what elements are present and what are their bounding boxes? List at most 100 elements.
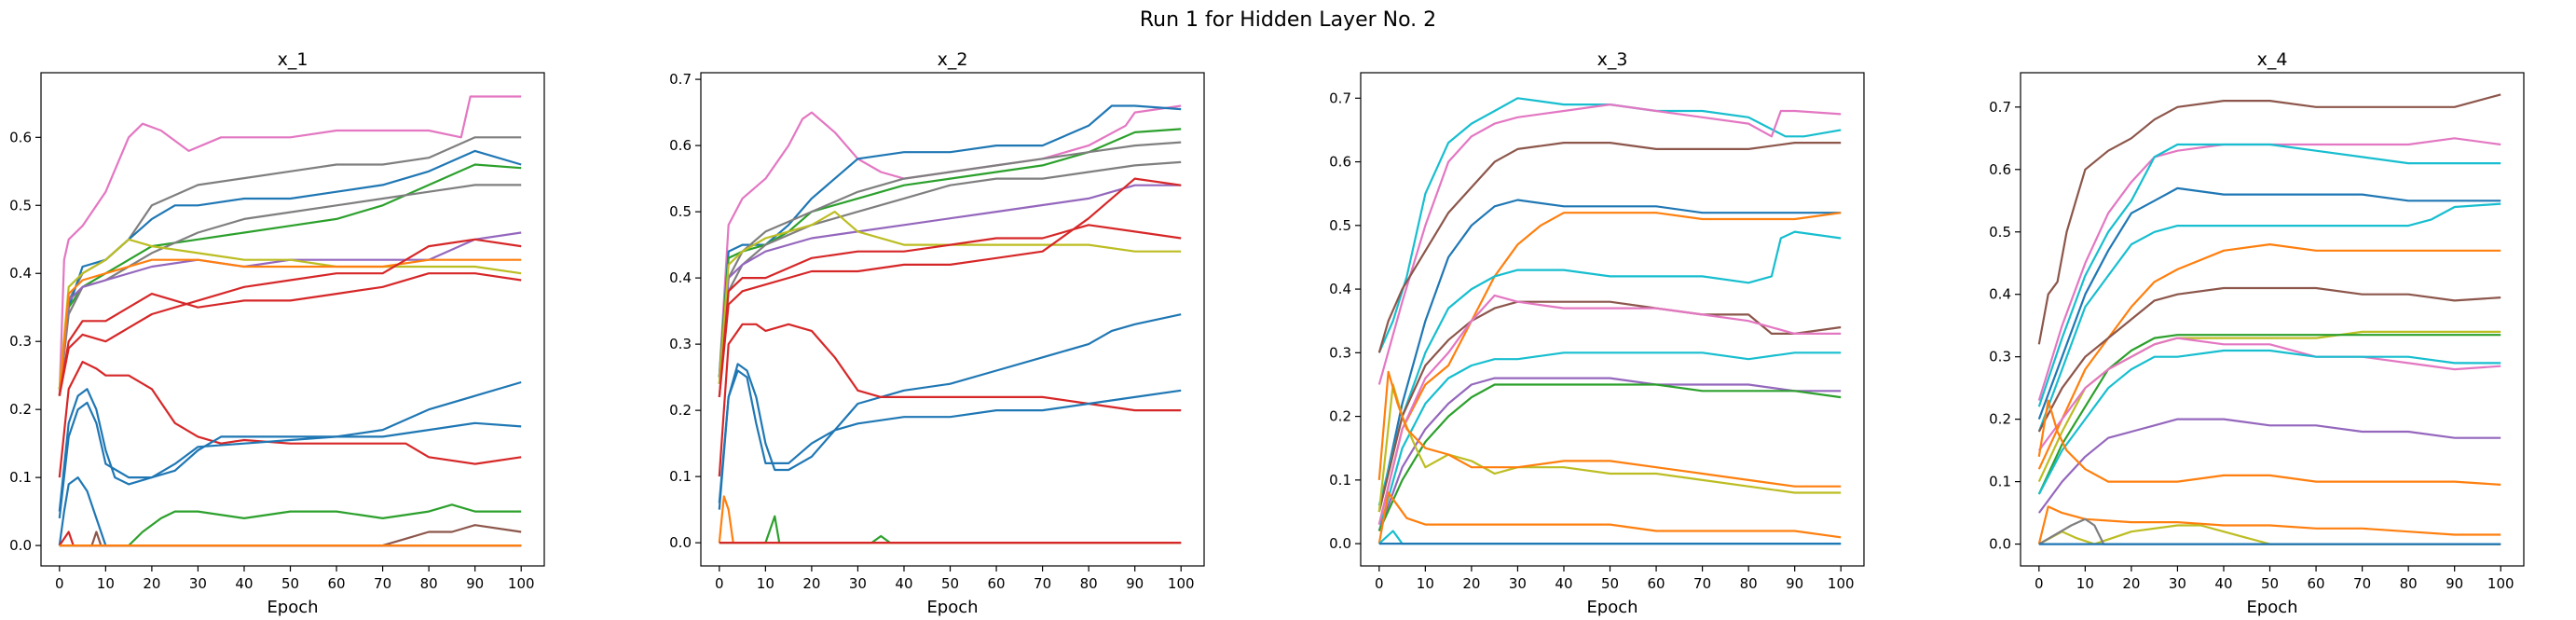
y-tick-label: 0.5 xyxy=(1329,217,1351,234)
series-line-11 xyxy=(58,361,522,478)
series-line-3 xyxy=(58,149,522,390)
y-tick-label: 0.2 xyxy=(9,401,32,418)
series-line-12 xyxy=(2037,418,2501,514)
x-tick-label: 10 xyxy=(97,575,115,592)
x-tick-label: 30 xyxy=(1509,575,1527,592)
subplot-title: x_3 xyxy=(1597,49,1628,70)
series-line-3 xyxy=(1377,142,1842,353)
series-line-14 xyxy=(1377,491,1842,544)
x-tick-label: 100 xyxy=(1168,575,1195,592)
x-tick-label: 60 xyxy=(988,575,1006,592)
y-tick-label: 0.1 xyxy=(1329,472,1351,489)
y-tick-label: 0.7 xyxy=(669,71,692,88)
series-line-3 xyxy=(2037,143,2501,407)
subplot-4: x_4 0 10 20 30 40 50 60 70 80 90 100 0.0 0.1 0.2 0.3 0.4… xyxy=(1989,49,2525,617)
subplot-title: x_4 xyxy=(2257,49,2288,70)
x-tick-label: 80 xyxy=(420,575,438,592)
series-line-6 xyxy=(1377,230,1842,506)
y-tick-label: 0.6 xyxy=(9,129,32,145)
series-line-12 xyxy=(718,369,1182,503)
x-axis-label: Epoch xyxy=(926,598,978,617)
series-line-4 xyxy=(2037,186,2501,420)
x-tick-label: 70 xyxy=(2353,575,2371,592)
axes-frame xyxy=(40,72,545,567)
subplot-title: x_2 xyxy=(938,49,968,70)
x-tick-label: 90 xyxy=(1126,575,1144,592)
y-tick-label: 0.4 xyxy=(1329,281,1351,297)
x-tick-label: 70 xyxy=(1034,575,1051,592)
x-tick-label: 60 xyxy=(328,575,346,592)
series-line-13 xyxy=(58,401,522,519)
y-tick-label: 0.4 xyxy=(669,269,692,286)
y-tick-label: 0.4 xyxy=(1989,286,2011,303)
series-line-16 xyxy=(59,524,522,547)
y-tick-label: 0.3 xyxy=(1329,344,1351,361)
series-line-11 xyxy=(718,323,1182,477)
x-tick-label: 80 xyxy=(1080,575,1098,592)
x-tick-label: 100 xyxy=(1828,575,1855,592)
subplot-3: x_3 0 10 20 30 40 50 60 70 80 90 100 0.0 0.1 0.2 0.3 0.4… xyxy=(1329,49,1865,617)
series-line-9 xyxy=(1377,351,1842,531)
x-tick-label: 80 xyxy=(1740,575,1758,592)
y-tick-label: 0.6 xyxy=(1989,161,2011,178)
y-tick-label: 0.7 xyxy=(1329,90,1351,106)
series-line-10 xyxy=(2037,337,2501,451)
series-line-1 xyxy=(2037,93,2501,345)
subplot-1: x_1 0 10 20 30 40 50 60 70 80 90 100 0.0 0.1 0.2 0.3 0.4… xyxy=(9,49,545,617)
y-tick-label: 0.7 xyxy=(1989,99,2011,116)
series-line-7 xyxy=(718,211,1182,384)
series-group xyxy=(718,104,1182,544)
x-tick-label: 70 xyxy=(1693,575,1711,592)
y-tick-label: 0.3 xyxy=(1989,349,2011,365)
series-line-10 xyxy=(58,238,522,396)
y-tick-label: 0.5 xyxy=(9,197,32,214)
series-line-15 xyxy=(1378,530,1842,545)
x-tick-label: 10 xyxy=(757,575,774,592)
x-tick-label: 50 xyxy=(2261,575,2279,592)
x-tick-label: 90 xyxy=(2446,575,2463,592)
y-tick-label: 0.3 xyxy=(9,333,32,350)
series-line-8 xyxy=(2037,330,2501,483)
x-tick-label: 50 xyxy=(281,575,299,592)
x-tick-label: 90 xyxy=(1786,575,1803,592)
x-tick-label: 50 xyxy=(1601,575,1619,592)
y-tick-label: 0.6 xyxy=(669,137,692,154)
series-line-11 xyxy=(1377,383,1842,531)
series-line-15 xyxy=(2038,524,2501,545)
y-tick-label: 0.1 xyxy=(1989,474,2011,490)
figure-title: Run 1 for Hidden Layer No. 2 xyxy=(1140,8,1436,32)
series-line-9 xyxy=(718,177,1182,398)
series-group xyxy=(1377,97,1842,545)
series-line-1 xyxy=(58,95,522,396)
series-line-2 xyxy=(2037,137,2501,401)
series-line-10 xyxy=(718,313,1182,510)
x-tick-label: 20 xyxy=(802,575,820,592)
series-group xyxy=(58,95,522,547)
x-tick-label: 30 xyxy=(849,575,867,592)
x-tick-label: 30 xyxy=(2169,575,2186,592)
x-tick-label: 80 xyxy=(2400,575,2418,592)
series-line-2 xyxy=(1377,103,1842,385)
y-tick-label: 0.2 xyxy=(669,402,692,419)
series-line-13 xyxy=(719,515,1182,544)
series-line-7 xyxy=(2037,286,2501,433)
x-tick-label: 0 xyxy=(1375,575,1384,592)
series-line-5 xyxy=(718,160,1182,384)
axes-frame xyxy=(700,72,1205,567)
series-line-8 xyxy=(58,258,522,396)
x-tick-label: 0 xyxy=(2035,575,2044,592)
x-axis-label: Epoch xyxy=(267,598,318,617)
x-tick-label: 20 xyxy=(1462,575,1480,592)
series-line-5 xyxy=(1377,212,1842,525)
y-tick-label: 0.1 xyxy=(669,468,692,485)
series-group xyxy=(2037,93,2501,545)
series-line-14 xyxy=(58,476,522,547)
series-line-1 xyxy=(1377,97,1842,353)
y-tick-label: 0.0 xyxy=(9,537,32,554)
y-tick-label: 0.2 xyxy=(1329,408,1351,425)
y-tick-label: 0.3 xyxy=(669,336,692,352)
x-tick-label: 40 xyxy=(1555,575,1572,592)
series-line-1 xyxy=(718,104,1182,378)
y-tick-label: 0.2 xyxy=(1989,411,2011,428)
